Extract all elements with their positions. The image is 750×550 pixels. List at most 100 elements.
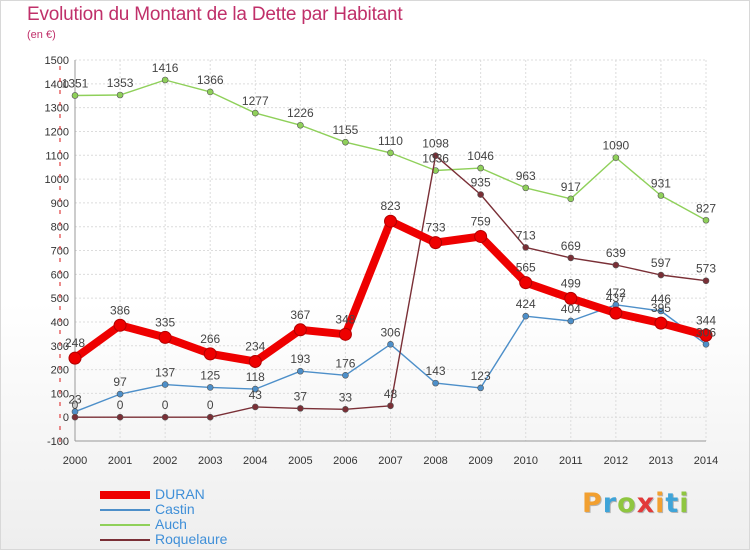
x-tick-label: 2010 [513, 455, 537, 467]
point-roquelaure [477, 191, 484, 198]
point-auch [71, 92, 79, 99]
logo-letter: i [655, 488, 666, 519]
x-tick-label: 2004 [243, 455, 267, 467]
data-label-auch: 1090 [603, 139, 630, 153]
data-label-auch: 1046 [467, 149, 494, 163]
data-label-roquelaure: 43 [249, 388, 263, 402]
data-label-roquelaure: 713 [516, 228, 536, 242]
data-label-auch: 1351 [62, 76, 89, 90]
point-duran [384, 214, 397, 228]
x-tick-label: 2006 [333, 455, 357, 467]
point-roquelaure [567, 254, 575, 262]
legend-label: DURAN [155, 486, 205, 502]
legend-swatch [100, 509, 150, 511]
logo-letter: o [617, 488, 637, 519]
data-label-castin: 143 [426, 364, 446, 378]
data-label-auch: 931 [651, 176, 671, 190]
data-label-castin: 306 [380, 325, 400, 339]
y-tick-label: 200 [51, 365, 69, 377]
point-roquelaure [206, 413, 214, 421]
data-label-roquelaure: 0 [72, 398, 79, 412]
point-castin [116, 390, 124, 398]
y-tick-label: 300 [51, 341, 69, 353]
logo-letter: t [665, 488, 680, 519]
point-roquelaure [522, 244, 530, 251]
x-tick-label: 2005 [288, 455, 312, 467]
point-roquelaure [297, 405, 304, 412]
data-label-roquelaure: 37 [294, 389, 308, 403]
legend-label: Castin [155, 501, 195, 517]
data-label-duran: 733 [426, 221, 446, 235]
data-label-castin: 193 [290, 352, 310, 366]
y-tick-label: 700 [51, 246, 69, 258]
point-castin [657, 307, 665, 315]
point-castin [477, 384, 484, 392]
x-tick-label: 2012 [604, 455, 628, 467]
point-roquelaure [387, 402, 394, 410]
point-duran [248, 354, 262, 368]
label-layer: 23 97 137 125 118 193 176 306 143 123 424 404 472 446… [62, 61, 717, 412]
point-castin [297, 367, 304, 375]
data-label-castin: 123 [471, 369, 491, 383]
y-tick-label: 500 [51, 293, 69, 305]
y-tick-label: 1500 [45, 55, 69, 67]
point-auch [567, 195, 575, 203]
legend-swatch [100, 491, 150, 499]
point-duran [564, 291, 578, 305]
data-label-roquelaure: 0 [117, 398, 124, 412]
data-label-duran: 759 [471, 214, 491, 228]
legend-swatch [100, 539, 150, 541]
logo-letter: P [582, 488, 603, 519]
proxiti-logo: Proxiti [582, 488, 690, 519]
point-castin [702, 341, 710, 348]
point-auch [206, 88, 214, 96]
data-label-auch: 1416 [152, 61, 179, 75]
axis-layer: -100010020030040050060070080090010001100… [45, 55, 719, 467]
point-castin [387, 341, 394, 348]
data-label-duran: 565 [516, 261, 536, 275]
data-label-auch: 1110 [378, 134, 403, 148]
data-label-auch: 1155 [333, 123, 359, 137]
point-auch [161, 76, 169, 84]
point-roquelaure [251, 403, 259, 411]
data-label-castin: 23 [68, 393, 82, 407]
point-auch [657, 192, 665, 199]
point-auch [116, 91, 124, 99]
logo-letter: x [636, 488, 656, 519]
data-label-duran: 266 [200, 332, 220, 346]
data-label-castin: 176 [335, 356, 355, 370]
data-label-castin: 306 [696, 325, 716, 339]
point-roquelaure [702, 277, 710, 285]
y-tick-label: 800 [51, 222, 69, 234]
point-auch [251, 109, 259, 117]
data-label-duran: 823 [380, 199, 400, 213]
point-duran [158, 330, 172, 344]
point-duran [654, 316, 668, 330]
y-tick-label: 400 [51, 317, 69, 329]
data-label-duran: 499 [561, 276, 581, 290]
x-tick-label: 2013 [649, 455, 673, 467]
x-tick-label: 2002 [153, 455, 177, 467]
point-roquelaure [657, 271, 665, 279]
data-label-auch: 1036 [422, 151, 449, 165]
data-label-auch: 1226 [287, 106, 314, 120]
data-label-duran: 395 [651, 301, 671, 315]
point-castin [206, 384, 214, 391]
point-auch [522, 184, 530, 192]
data-label-castin: 118 [246, 370, 265, 384]
data-label-auch: 827 [696, 201, 716, 215]
data-label-roquelaure: 33 [339, 390, 353, 404]
data-label-roquelaure: 48 [384, 387, 398, 401]
x-tick-label: 2000 [63, 455, 87, 467]
data-label-roquelaure: 573 [696, 262, 716, 276]
chart-subtitle: (en €) [27, 29, 56, 41]
data-label-roquelaure: 597 [651, 256, 671, 270]
x-tick-label: 2008 [423, 455, 447, 467]
point-auch [342, 138, 349, 146]
data-label-auch: 1277 [242, 94, 269, 108]
x-tick-label: 2009 [468, 455, 492, 467]
x-tick-label: 2003 [198, 455, 222, 467]
legend-label: Roquelaure [155, 531, 228, 547]
